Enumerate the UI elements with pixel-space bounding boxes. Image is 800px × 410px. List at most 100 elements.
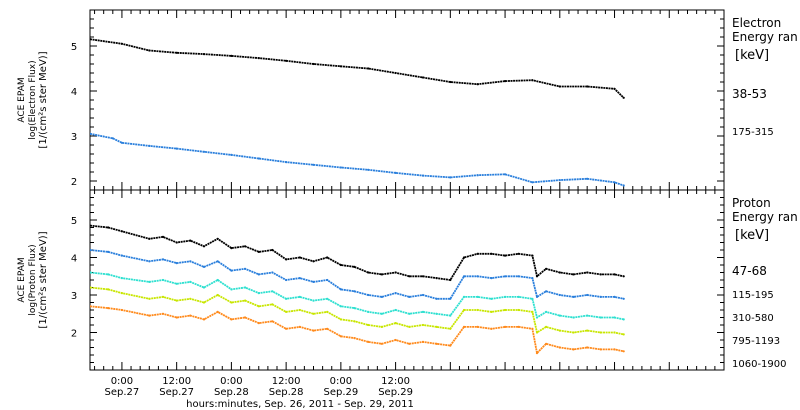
data-point — [271, 290, 274, 293]
data-point — [462, 325, 466, 328]
data-point — [531, 310, 534, 313]
data-point — [572, 295, 575, 298]
data-point — [504, 295, 507, 298]
data-point — [394, 71, 397, 75]
data-point — [449, 344, 452, 347]
data-point — [326, 297, 329, 300]
data-point — [90, 38, 92, 41]
data-point — [353, 337, 356, 340]
data-point — [380, 295, 383, 298]
data-point — [353, 290, 356, 293]
data-point — [572, 348, 575, 351]
data-point — [298, 256, 301, 259]
data-point — [586, 329, 589, 332]
data-point — [545, 310, 548, 313]
y-tick-label: 4 — [71, 87, 77, 98]
data-point — [408, 342, 411, 345]
data-point — [120, 277, 123, 280]
data-point — [622, 350, 625, 353]
data-point — [517, 275, 520, 278]
data-point — [120, 141, 123, 144]
data-point — [161, 258, 165, 261]
data-point — [622, 275, 625, 278]
data-point — [175, 262, 178, 265]
data-point — [367, 293, 370, 297]
data-point — [148, 49, 151, 52]
data-point — [257, 322, 260, 325]
data-point — [462, 275, 466, 278]
data-point — [298, 325, 301, 328]
data-point — [599, 331, 602, 334]
x-tick-date-label: Sep.28 — [269, 387, 304, 398]
data-point — [367, 168, 370, 171]
data-point — [367, 310, 370, 313]
data-point — [504, 308, 507, 312]
data-point — [545, 267, 548, 270]
data-point — [535, 316, 539, 319]
data-point — [435, 312, 438, 315]
legend-title: Proton — [732, 196, 771, 210]
data-point — [613, 331, 616, 334]
data-point — [285, 59, 288, 62]
data-point — [298, 277, 301, 280]
legend-entry: 47-68 — [732, 264, 767, 278]
data-point — [312, 163, 315, 166]
data-point — [408, 295, 411, 298]
data-point — [175, 241, 178, 244]
data-point — [216, 293, 219, 297]
x-axis-label: hours:minutes, Sep. 26, 2011 - Sep. 29, … — [186, 399, 414, 410]
data-point — [230, 153, 233, 156]
data-point — [380, 312, 383, 315]
data-point — [517, 325, 520, 328]
data-point — [586, 293, 589, 297]
data-point — [490, 310, 493, 313]
x-tick-date-label: Sep.27 — [105, 387, 140, 398]
data-point — [572, 273, 575, 276]
series-line-115-195 — [90, 249, 624, 300]
data-point — [504, 325, 507, 328]
data-point — [285, 310, 288, 313]
data-point — [558, 271, 561, 274]
data-point — [120, 254, 123, 257]
legend-title: Electron — [732, 16, 781, 30]
data-point — [490, 277, 493, 280]
data-point — [558, 314, 561, 317]
data-point — [216, 260, 219, 263]
data-point — [531, 277, 534, 280]
data-point — [175, 316, 178, 319]
data-point — [175, 147, 178, 150]
data-point — [367, 67, 370, 70]
data-point — [421, 340, 425, 343]
data-point — [476, 325, 479, 328]
x-tick-date-label: Sep.27 — [159, 387, 194, 398]
data-point — [394, 338, 397, 342]
legend-entry: 175-315 — [732, 127, 774, 138]
data-point — [558, 85, 561, 88]
data-point — [476, 295, 479, 298]
data-point — [230, 269, 233, 272]
data-point — [449, 176, 452, 179]
data-point — [244, 286, 247, 289]
y-axis-label: log(Proton Flux) — [28, 244, 38, 315]
data-point — [599, 273, 602, 276]
y-tick-label: 5 — [71, 42, 77, 53]
data-point — [339, 305, 342, 308]
data-point — [107, 273, 110, 276]
data-point — [435, 342, 438, 345]
data-point — [312, 312, 315, 315]
series-line-1060-1900 — [90, 305, 624, 355]
y-tick-label: 4 — [71, 254, 77, 265]
data-point — [326, 327, 329, 330]
data-point — [216, 310, 219, 313]
data-point — [90, 271, 92, 274]
legend-unit: [keV] — [735, 48, 769, 63]
data-point — [257, 305, 260, 308]
data-point — [326, 278, 329, 282]
data-point — [599, 295, 602, 298]
legend-entry: 115-195 — [732, 290, 774, 301]
data-point — [120, 42, 123, 45]
data-point — [257, 250, 260, 253]
data-point — [271, 271, 274, 274]
data-point — [613, 295, 616, 298]
